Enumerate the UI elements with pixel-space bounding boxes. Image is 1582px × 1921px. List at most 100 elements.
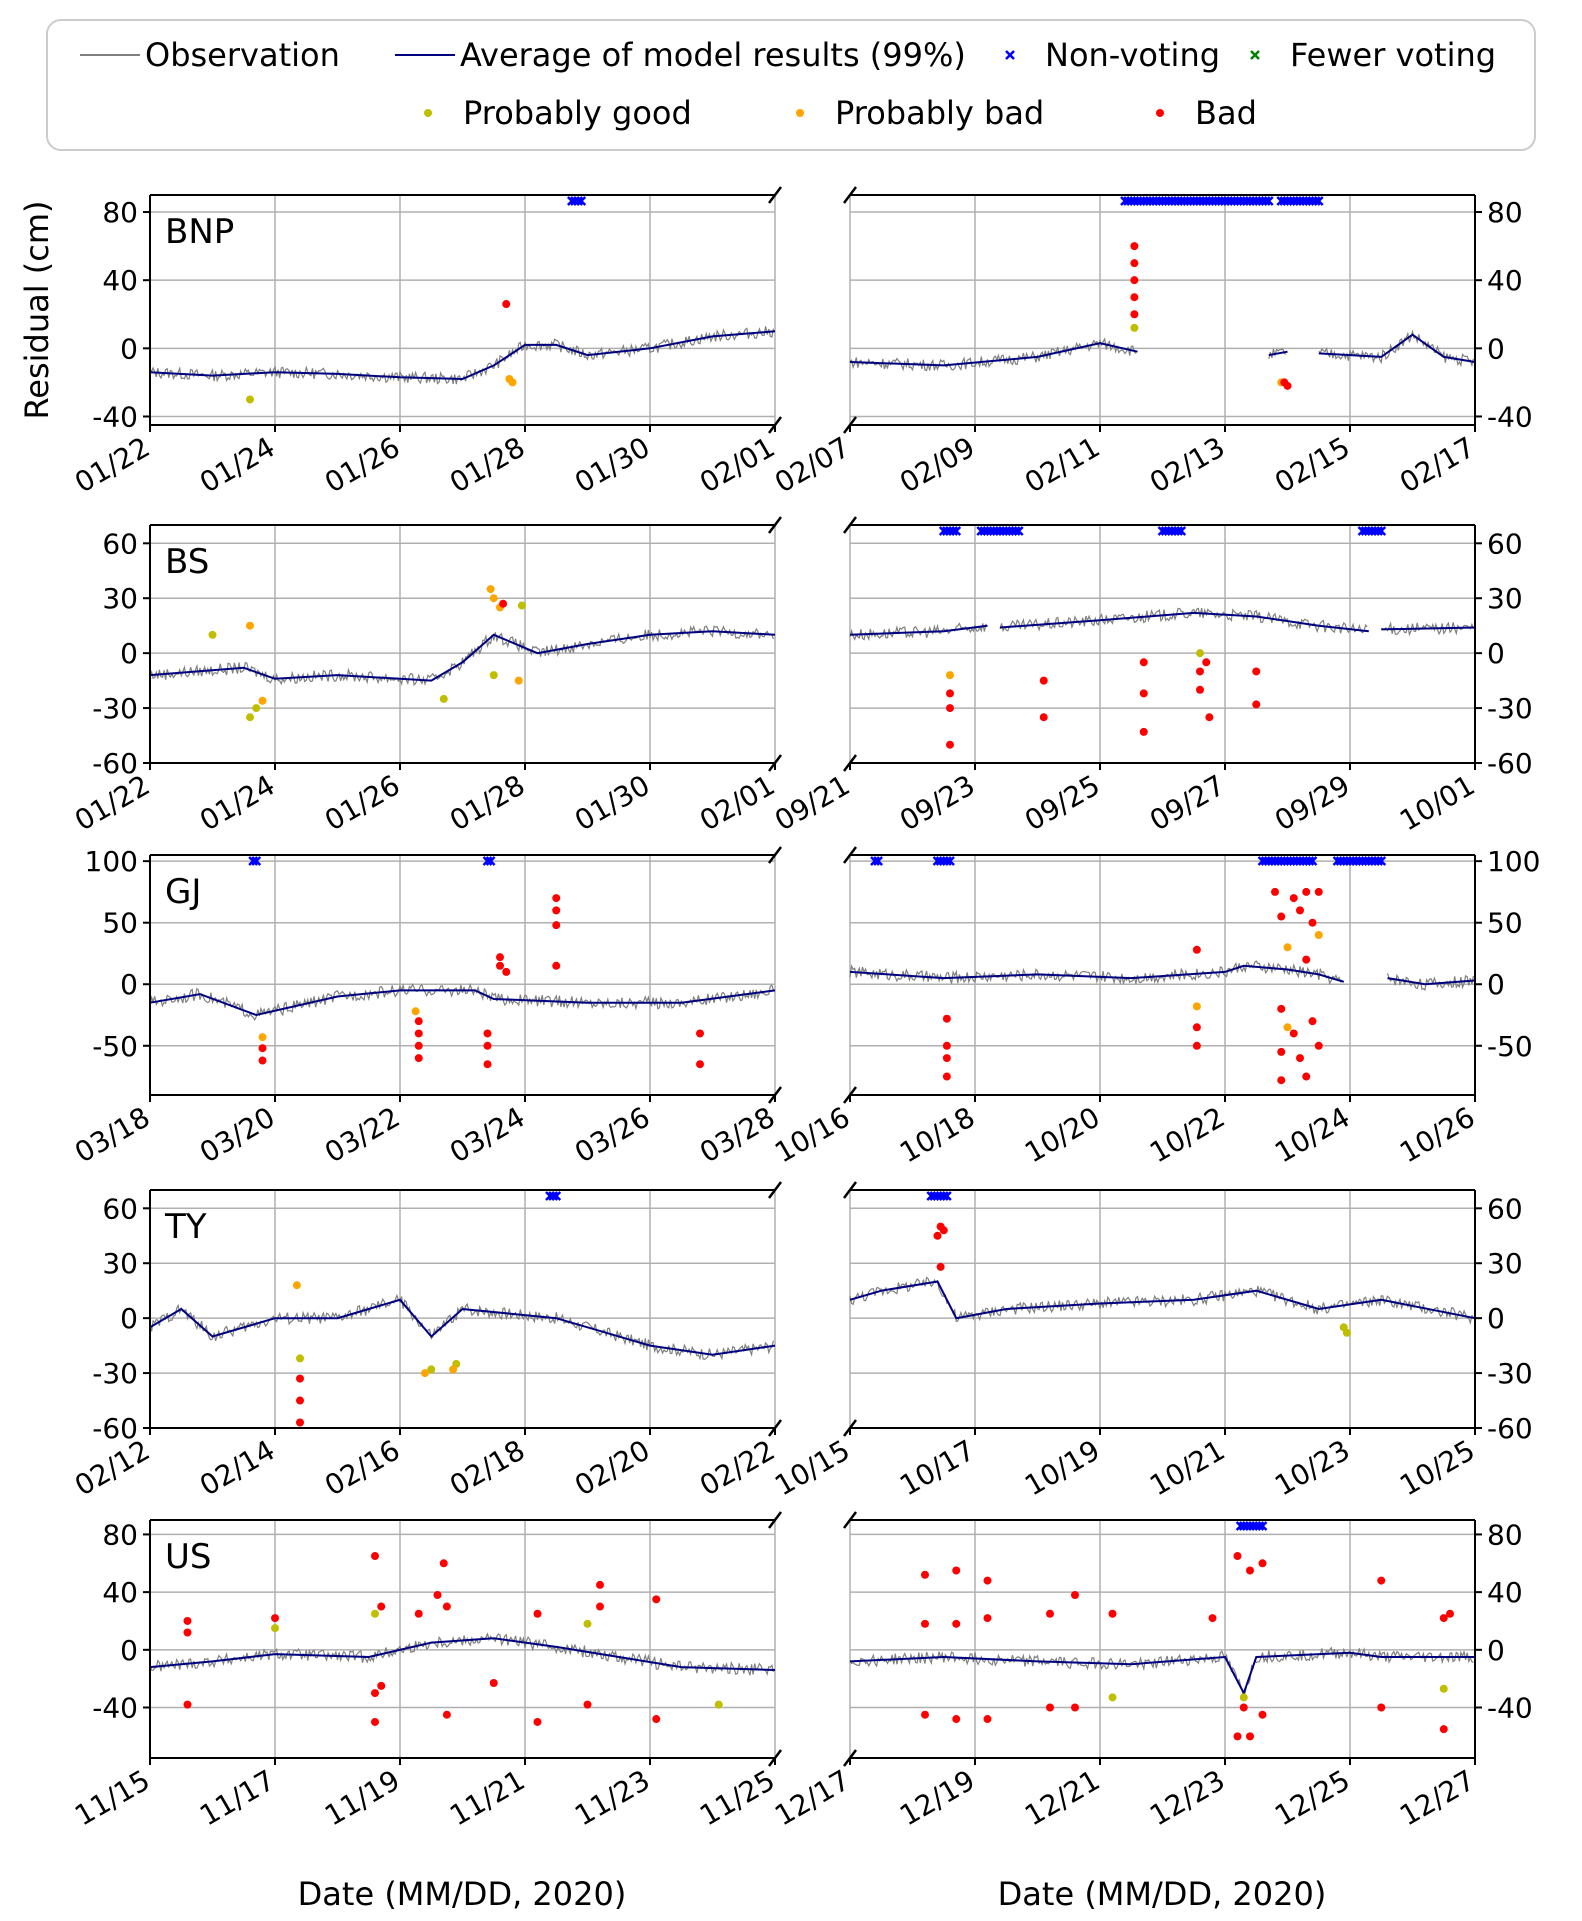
y-tick-label: 0 bbox=[120, 968, 138, 1001]
y-tick-label: -30 bbox=[92, 692, 138, 725]
bad-marker bbox=[1296, 906, 1304, 915]
x-tick-label: 02/20 bbox=[569, 1433, 655, 1502]
y-axis-label: Residual (cm) bbox=[18, 200, 56, 419]
nonvoting-marker bbox=[576, 196, 587, 206]
y-tick-label: 30 bbox=[102, 1247, 138, 1280]
bad-marker bbox=[1439, 1614, 1448, 1623]
y-tick-label: -60 bbox=[1487, 1412, 1533, 1445]
y-tick-label: -30 bbox=[92, 1357, 138, 1390]
x-tick-label: 02/15 bbox=[1269, 430, 1355, 499]
x-tick-label: 02/09 bbox=[894, 430, 980, 499]
x-tick-label: 10/16 bbox=[769, 1100, 855, 1169]
bad-marker bbox=[1192, 1041, 1201, 1050]
y-tick-label: 0 bbox=[120, 1634, 138, 1667]
probably-bad-marker bbox=[258, 696, 267, 705]
observation-line bbox=[149, 1632, 774, 1677]
y-tick-label: 0 bbox=[1487, 637, 1505, 670]
bad-marker bbox=[1130, 293, 1139, 302]
y-tick-label: 60 bbox=[102, 527, 138, 560]
bad-marker bbox=[552, 921, 561, 930]
y-tick-label: 0 bbox=[120, 1302, 138, 1335]
bad-marker bbox=[1046, 1609, 1054, 1618]
bad-marker bbox=[921, 1619, 929, 1628]
observation-line bbox=[849, 1646, 1474, 1698]
bad-marker bbox=[1377, 1703, 1386, 1712]
panel-ty-right: -60 -30 0 30 60 10/15 10/17 10/19 10/21 10/23 10/2… bbox=[769, 1181, 1533, 1502]
y-tick-label: 50 bbox=[1487, 907, 1523, 940]
legend-item: Bad bbox=[1156, 94, 1257, 132]
bad-marker bbox=[652, 1715, 661, 1724]
bad-marker bbox=[489, 1678, 498, 1687]
probably-bad-marker bbox=[1283, 1023, 1292, 1032]
bad-marker bbox=[414, 1609, 423, 1618]
bad-marker bbox=[414, 1029, 423, 1038]
probably-good-marker bbox=[517, 601, 526, 610]
model-line bbox=[849, 964, 1476, 986]
bad-marker bbox=[499, 599, 508, 608]
probably-bad-marker bbox=[508, 378, 517, 387]
nonvoting-marker bbox=[248, 856, 259, 866]
nonvoting-marker bbox=[941, 1191, 952, 1201]
y-tick-label: 0 bbox=[1487, 332, 1505, 365]
probably-good-marker bbox=[1342, 1328, 1351, 1337]
bad-marker bbox=[1130, 242, 1139, 251]
x-tick-label: 09/21 bbox=[769, 768, 855, 837]
nonvoting-marker bbox=[873, 856, 884, 866]
x-tick-label: 03/18 bbox=[69, 1100, 155, 1169]
y-tick-label: 60 bbox=[102, 1192, 138, 1225]
bad-marker bbox=[552, 894, 561, 903]
nonvoting-marker bbox=[1254, 1521, 1265, 1531]
legend-label: Non-voting bbox=[1045, 36, 1220, 74]
legend-dot-marker bbox=[796, 109, 804, 117]
x-tick-label: 10/23 bbox=[1269, 1433, 1355, 1502]
bad-marker bbox=[1252, 667, 1261, 676]
x-tick-label: 11/15 bbox=[69, 1763, 155, 1832]
x-tick-label: 10/25 bbox=[1394, 1433, 1480, 1502]
x-tick-label: 02/22 bbox=[694, 1433, 780, 1502]
bad-marker bbox=[371, 1717, 379, 1726]
y-tick-label: -50 bbox=[1487, 1030, 1533, 1063]
probably-good-marker bbox=[252, 704, 261, 713]
panel-us-left: -40 0 40 80 11/15 11/17 11/19 11/21 11/23 11/25 US bbox=[69, 1511, 782, 1832]
x-tick-label: 02/01 bbox=[694, 768, 780, 837]
legend-item: Probably good bbox=[424, 94, 692, 132]
bad-marker bbox=[983, 1576, 992, 1585]
bad-marker bbox=[942, 1014, 951, 1023]
legend-x-marker bbox=[1005, 50, 1015, 60]
x-tick-label: 01/26 bbox=[319, 430, 405, 499]
bad-marker bbox=[1271, 887, 1279, 896]
station-label: BS bbox=[165, 542, 209, 582]
bad-marker bbox=[377, 1602, 386, 1611]
panel-us-right: -40 0 40 80 12/17 12/19 12/21 12/23 12/25 12/27 bbox=[769, 1511, 1533, 1832]
probably-bad-marker bbox=[946, 671, 954, 680]
x-tick-label: 03/28 bbox=[694, 1100, 780, 1169]
nonvoting-marker bbox=[1257, 1521, 1268, 1531]
bad-marker bbox=[1252, 700, 1261, 709]
nonvoting-marker bbox=[551, 1191, 562, 1201]
legend-dot-marker bbox=[1156, 109, 1164, 117]
bad-marker bbox=[1139, 658, 1148, 667]
bad-marker bbox=[442, 1602, 451, 1611]
axis-break-mark bbox=[768, 186, 782, 204]
nonvoting-marker bbox=[1307, 856, 1318, 866]
bad-marker bbox=[1233, 1732, 1242, 1741]
nonvoting-marker bbox=[1176, 526, 1187, 536]
probably-bad-marker bbox=[449, 1365, 458, 1374]
x-tick-label: 03/26 bbox=[569, 1100, 655, 1169]
y-tick-label: 0 bbox=[1487, 1634, 1505, 1667]
legend-frame bbox=[46, 19, 1536, 151]
probably-bad-marker bbox=[1314, 931, 1323, 939]
bad-marker bbox=[1277, 1047, 1286, 1056]
bad-marker bbox=[596, 1580, 604, 1589]
bad-marker bbox=[1233, 1552, 1242, 1561]
x-tick-label: 02/11 bbox=[1019, 430, 1105, 499]
legend-item: Non-voting bbox=[1005, 36, 1220, 74]
bad-marker bbox=[1205, 713, 1214, 722]
bad-marker bbox=[696, 1060, 704, 1069]
bad-marker bbox=[483, 1060, 492, 1069]
model-line bbox=[149, 989, 776, 1017]
bad-marker bbox=[1314, 1041, 1323, 1050]
probably-good-marker bbox=[489, 671, 498, 680]
x-tick-label: 09/23 bbox=[894, 768, 980, 837]
